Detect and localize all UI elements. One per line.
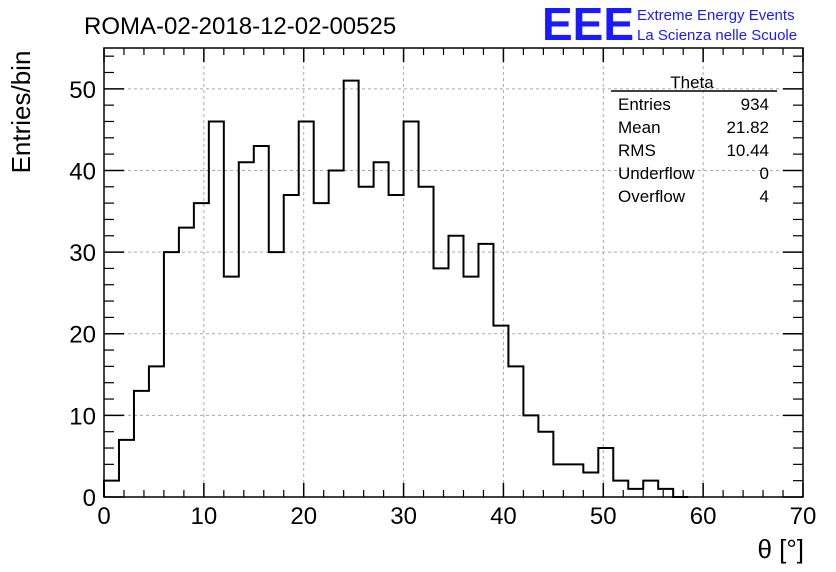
y-tick-label: 10 — [69, 403, 96, 430]
y-tick-labels: 0 10 20 30 40 50 — [69, 77, 96, 512]
stats-value: 21.82 — [726, 118, 769, 137]
x-tick-label: 30 — [390, 503, 417, 530]
histogram-bin — [523, 415, 538, 497]
histogram-bin — [598, 448, 613, 497]
histogram-bins — [104, 81, 673, 497]
histogram-bin — [134, 391, 149, 497]
logo-line-1: Extreme Energy Events — [637, 7, 795, 24]
stats-label: Entries — [618, 95, 671, 114]
histogram-bin — [508, 366, 523, 497]
eee-logo: EEE Extreme Energy Events La Scienza nel… — [542, 0, 797, 50]
histogram-bin — [583, 473, 598, 497]
histogram-bin — [374, 162, 389, 497]
plot-frame — [103, 47, 804, 498]
histogram-bin — [359, 187, 374, 497]
histogram-bin — [493, 326, 508, 497]
histogram-bin — [628, 489, 643, 497]
histogram-bin — [658, 489, 673, 497]
x-axis-label: θ [°] — [757, 534, 804, 564]
histogram-bin — [224, 277, 239, 497]
histogram-bin — [389, 195, 404, 497]
histogram-bin — [179, 228, 194, 497]
histogram-bin — [149, 366, 164, 497]
y-tick-label: 30 — [69, 240, 96, 267]
stats-value: 0 — [760, 164, 769, 183]
histogram-bin — [419, 187, 434, 497]
histogram-bin — [119, 440, 134, 497]
histogram-bin — [254, 146, 269, 497]
x-tick-label: 50 — [590, 503, 617, 530]
stats-label: Overflow — [618, 187, 686, 206]
logo-line-2: La Scienza nelle Scuole — [637, 27, 797, 44]
histogram-bin — [299, 121, 314, 497]
y-tick-label: 0 — [83, 485, 96, 512]
x-tick-label: 70 — [790, 503, 817, 530]
histogram-bin — [269, 252, 284, 497]
histogram-bin — [538, 432, 553, 497]
x-tick-label: 60 — [690, 503, 717, 530]
histogram-bin — [284, 195, 299, 497]
histogram-bin — [104, 481, 119, 497]
x-tick-label: 20 — [290, 503, 317, 530]
stats-value: 934 — [741, 95, 769, 114]
histogram-bin — [434, 268, 449, 497]
histogram-bin — [553, 464, 568, 497]
histogram-bin — [478, 244, 493, 497]
y-tick-label: 50 — [69, 77, 96, 104]
histogram-bin — [164, 252, 179, 497]
stats-label: Mean — [618, 118, 661, 137]
stats-value: 4 — [760, 187, 769, 206]
x-tick-label: 10 — [191, 503, 218, 530]
stats-label: Underflow — [618, 164, 695, 183]
x-tick-label: 0 — [97, 503, 110, 530]
histogram-bin — [449, 236, 464, 497]
histogram-bin — [643, 481, 658, 497]
histogram-bin — [209, 121, 224, 497]
chart-title: ROMA-02-2018-12-02-00525 — [84, 13, 396, 40]
y-tick-label: 40 — [69, 158, 96, 185]
stats-title: Theta — [670, 73, 714, 92]
histogram-bin — [463, 277, 478, 497]
y-tick-label: 20 — [69, 322, 96, 349]
histogram-bin — [194, 203, 209, 497]
stats-value: 10.44 — [726, 141, 769, 160]
histogram-bin — [613, 481, 628, 497]
y-axis-label: Entries/bin — [6, 51, 36, 174]
histogram-outline — [103, 79, 689, 498]
x-tick-label: 40 — [490, 503, 517, 530]
stats-label: RMS — [618, 141, 656, 160]
histogram-bin — [329, 170, 344, 497]
histogram-bin — [568, 464, 583, 497]
stats-box: Theta Entries 934 Mean 21.82 RMS 10.44 Underfl… — [611, 73, 777, 206]
x-tick-labels: 0 10 20 30 40 50 60 70 — [97, 503, 816, 530]
histogram-bin — [404, 121, 419, 497]
histogram-bin — [314, 203, 329, 497]
logo-mark: EEE — [542, 0, 634, 50]
histogram-bin — [344, 81, 359, 497]
histogram-bin — [239, 162, 254, 497]
